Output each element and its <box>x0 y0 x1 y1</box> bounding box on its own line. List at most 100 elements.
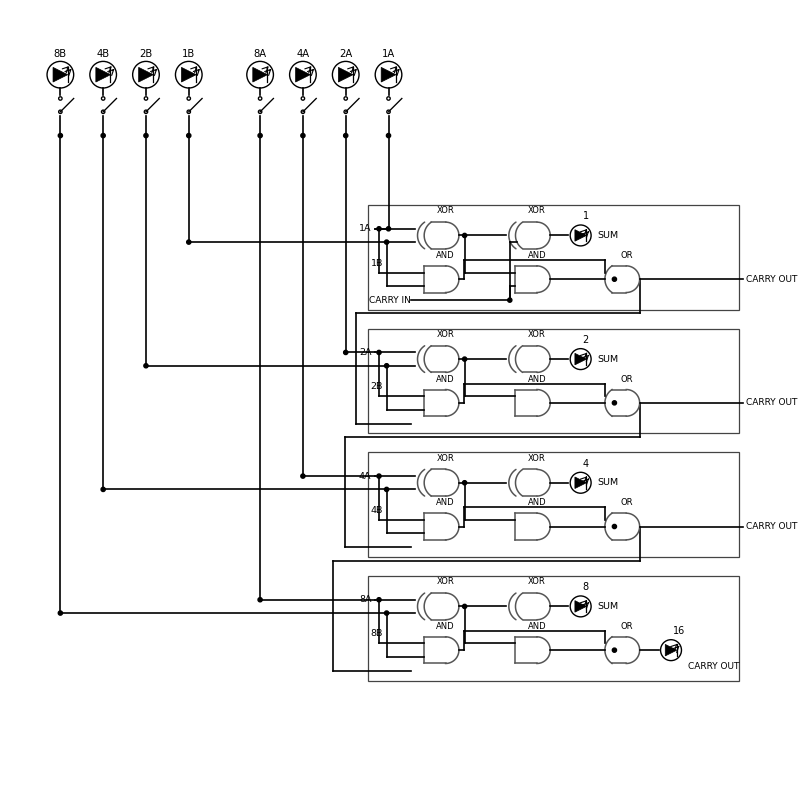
Polygon shape <box>575 230 586 242</box>
Circle shape <box>386 226 390 231</box>
Circle shape <box>462 357 466 361</box>
Text: XOR: XOR <box>528 577 546 586</box>
Text: AND: AND <box>436 498 455 507</box>
Circle shape <box>612 401 617 405</box>
Text: AND: AND <box>436 251 455 260</box>
Polygon shape <box>575 354 586 365</box>
Text: 1A: 1A <box>382 49 395 58</box>
Text: 1B: 1B <box>370 258 383 267</box>
Text: CARRY OUT: CARRY OUT <box>688 662 739 671</box>
Text: AND: AND <box>436 622 455 631</box>
Polygon shape <box>138 67 154 82</box>
Circle shape <box>258 134 262 138</box>
Circle shape <box>186 134 191 138</box>
Polygon shape <box>295 67 310 82</box>
Polygon shape <box>575 601 586 612</box>
Text: 2: 2 <box>582 335 589 345</box>
Circle shape <box>344 134 348 138</box>
Circle shape <box>386 134 390 138</box>
Text: 2B: 2B <box>139 49 153 58</box>
Text: 4B: 4B <box>97 49 110 58</box>
Text: XOR: XOR <box>528 454 546 462</box>
Bar <box>367 329 738 434</box>
Circle shape <box>462 481 466 485</box>
Text: OR: OR <box>620 374 633 383</box>
Text: XOR: XOR <box>437 330 454 339</box>
Circle shape <box>301 474 305 478</box>
Text: CARRY OUT: CARRY OUT <box>746 398 798 407</box>
Polygon shape <box>182 67 196 82</box>
Circle shape <box>377 474 381 478</box>
Circle shape <box>385 364 389 368</box>
Circle shape <box>377 350 381 354</box>
Circle shape <box>385 240 389 244</box>
Circle shape <box>58 611 62 615</box>
Circle shape <box>385 487 389 491</box>
Polygon shape <box>96 67 110 82</box>
Text: 4: 4 <box>582 458 589 469</box>
Circle shape <box>344 350 348 354</box>
Text: 2B: 2B <box>370 382 383 391</box>
Text: 8B: 8B <box>54 49 67 58</box>
Circle shape <box>258 598 262 602</box>
Text: AND: AND <box>527 498 546 507</box>
Text: AND: AND <box>436 374 455 383</box>
Text: AND: AND <box>527 374 546 383</box>
Text: 8: 8 <box>582 582 589 592</box>
Text: 16: 16 <box>673 626 685 636</box>
Bar <box>367 205 738 310</box>
Text: SUM: SUM <box>598 602 619 611</box>
Text: 4A: 4A <box>296 49 310 58</box>
Circle shape <box>377 598 381 602</box>
Polygon shape <box>381 67 396 82</box>
Text: XOR: XOR <box>528 330 546 339</box>
Text: SUM: SUM <box>598 478 619 487</box>
Bar <box>367 576 738 681</box>
Circle shape <box>385 611 389 615</box>
Text: 2A: 2A <box>359 348 371 357</box>
Text: OR: OR <box>620 498 633 507</box>
Circle shape <box>612 648 617 652</box>
Circle shape <box>144 134 148 138</box>
Text: XOR: XOR <box>437 206 454 215</box>
Polygon shape <box>53 67 68 82</box>
Circle shape <box>508 298 512 302</box>
Text: 1: 1 <box>582 211 589 222</box>
Text: CARRY IN: CARRY IN <box>369 296 410 305</box>
Circle shape <box>462 234 466 238</box>
Text: SUM: SUM <box>598 354 619 363</box>
Text: SUM: SUM <box>598 231 619 240</box>
Polygon shape <box>575 477 586 489</box>
Circle shape <box>58 134 62 138</box>
Text: AND: AND <box>527 622 546 631</box>
Polygon shape <box>253 67 267 82</box>
Text: 1A: 1A <box>359 224 371 234</box>
Circle shape <box>186 240 191 244</box>
Polygon shape <box>338 67 353 82</box>
Text: 2A: 2A <box>339 49 352 58</box>
Text: 8A: 8A <box>254 49 266 58</box>
Circle shape <box>462 604 466 609</box>
Text: XOR: XOR <box>528 206 546 215</box>
Text: OR: OR <box>620 622 633 631</box>
Text: 8A: 8A <box>359 595 371 604</box>
Circle shape <box>101 134 106 138</box>
Text: XOR: XOR <box>437 577 454 586</box>
Text: CARRY OUT: CARRY OUT <box>746 522 798 531</box>
Text: 4B: 4B <box>370 506 383 515</box>
Text: OR: OR <box>620 251 633 260</box>
Circle shape <box>301 134 305 138</box>
Text: 8B: 8B <box>370 630 383 638</box>
Circle shape <box>101 487 106 491</box>
Circle shape <box>144 364 148 368</box>
Circle shape <box>612 525 617 529</box>
Text: 4A: 4A <box>359 471 371 481</box>
Circle shape <box>377 226 381 231</box>
Polygon shape <box>666 645 677 656</box>
Text: 1B: 1B <box>182 49 195 58</box>
Text: CARRY OUT: CARRY OUT <box>746 274 798 284</box>
Text: XOR: XOR <box>437 454 454 462</box>
Bar <box>367 452 738 557</box>
Circle shape <box>612 277 617 282</box>
Text: AND: AND <box>527 251 546 260</box>
